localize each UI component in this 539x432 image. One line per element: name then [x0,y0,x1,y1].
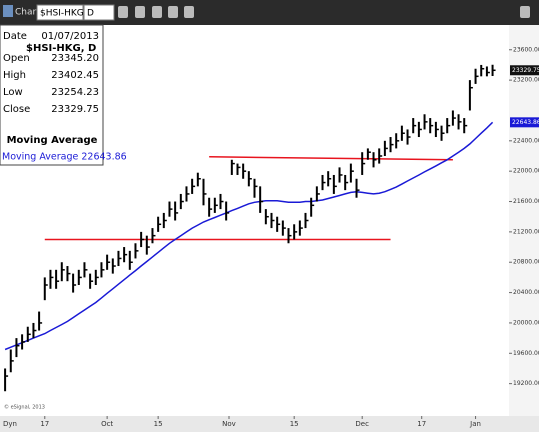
toolbar-button[interactable] [152,6,162,18]
info-label: Close [3,104,30,115]
price-marker [510,117,539,128]
y-tick-label: 22000.00 [513,168,539,175]
info-value: 23345.20 [51,53,99,64]
info-value: 23329.75 [51,104,99,115]
info-value: 23254.23 [51,87,99,98]
info-value: 23402.45 [51,70,99,81]
x-tick-label: Nov [222,420,236,428]
y-tick-label: 22400.00 [513,137,539,144]
x-tick-label: Jan [469,420,481,428]
y-tick-label: 20000.00 [513,319,539,326]
x-tick-label: 17 [40,420,49,428]
info-symbol: $HSI-HKG, D [26,43,96,54]
copyright: © eSignal, 2013 [4,404,45,411]
y-tick-label: 20400.00 [513,289,539,296]
trendline [209,156,453,161]
toolbar-icons [118,6,530,18]
info-label: High [3,70,26,81]
toolbar-button[interactable] [118,6,128,18]
y-tick-label: 20800.00 [513,259,539,266]
info-value: 01/07/2013 [41,31,99,42]
interval-text: D [87,9,94,19]
x-tick-label: 15 [290,420,299,428]
info-label: Date [3,31,27,42]
chart-icon [3,5,13,17]
toolbar-button[interactable] [184,6,194,18]
y-tick-label: 23600.00 [513,46,539,53]
dyn-label: Dyn [3,420,17,428]
price-axis [509,25,539,416]
y-tick-label: 23200.00 [513,77,539,84]
price-marker-label: 22643.86 [512,119,539,126]
price-marker [510,65,539,76]
x-tick-label: Oct [101,420,113,428]
symbol-input[interactable] [36,4,84,21]
price-marker-label: 23329.75 [512,67,539,74]
symbol-text: $HSI-HKG [40,9,84,19]
info-label: Open [3,53,30,64]
time-axis [0,416,539,432]
x-tick-label: 15 [154,420,163,428]
toolbar-button[interactable] [135,6,145,18]
info-panel [0,24,104,166]
study-value: Moving Average 22643.86 [2,152,127,163]
y-tick-label: 21600.00 [513,198,539,205]
y-tick-label: 21200.00 [513,228,539,235]
y-tick-label: 19600.00 [513,350,539,357]
window-button[interactable] [520,6,530,18]
interval-input[interactable] [83,4,115,21]
y-tick-label: 19200.00 [513,380,539,387]
moving-average-line [4,121,494,351]
info-rows: Date 01/07/2013 Open 23345.20 High 23402.45 Lo… [3,31,99,115]
x-tick-label: Dec [355,420,369,428]
study-name: Moving Average [7,135,98,146]
toolbar-title: Chart [15,8,40,18]
toolbar-button[interactable] [168,6,178,18]
x-tick-label: 17 [417,420,426,428]
plot: 19200.00 19600.00 20000.00 20400.00 20800.00… [3,46,539,428]
info-label: Low [3,87,23,98]
